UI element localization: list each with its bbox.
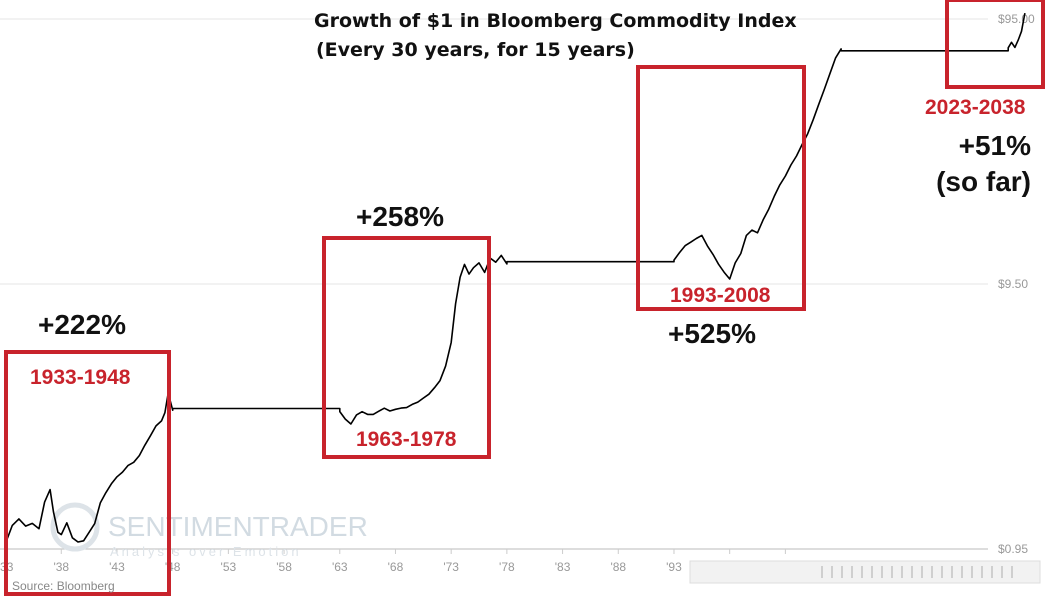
period-boxes: 1933-1948 +222% 1963-1978 +258% 1993-2008 +52… bbox=[4, 0, 1045, 596]
gain-label-2023: +51% bbox=[959, 130, 1031, 161]
x-tick-label: '68 bbox=[388, 560, 404, 574]
watermark-tagline: Analysis over Emotion bbox=[110, 544, 302, 559]
y-tick-label: $0.95 bbox=[998, 542, 1028, 556]
x-tick-label: '83 bbox=[555, 560, 571, 574]
gain-label-1963: +258% bbox=[356, 201, 444, 232]
x-tick-label: '73 bbox=[443, 560, 459, 574]
y-tick-label: $95.00 bbox=[998, 12, 1035, 26]
watermark-logo: SENTIMENTRADER Analysis over Emotion bbox=[50, 502, 368, 559]
gain-label-1993: +525% bbox=[668, 318, 756, 349]
chart-title: Growth of $1 in Bloomberg Commodity Inde… bbox=[314, 10, 797, 32]
watermark-name: SENTIMENTRADER bbox=[108, 511, 368, 542]
scrollbar-track[interactable] bbox=[689, 560, 1041, 584]
series-line-group bbox=[4, 12, 1026, 544]
period-label-2023: 2023-2038 bbox=[925, 96, 1026, 119]
x-tick-label: '53 bbox=[221, 560, 237, 574]
period-box-1993 bbox=[636, 65, 806, 311]
x-tick-label: '63 bbox=[332, 560, 348, 574]
series-line bbox=[4, 12, 1026, 544]
gridlines bbox=[0, 18, 988, 550]
x-tick-label: '88 bbox=[610, 560, 626, 574]
x-tick-label: '43 bbox=[109, 560, 125, 574]
y-axis: $0.95 $9.50 $95.00 bbox=[998, 12, 1035, 556]
gain-label-1933: +222% bbox=[38, 309, 126, 340]
period-label-1993: 1993-2008 bbox=[670, 284, 771, 307]
x-tick-label: '38 bbox=[53, 560, 69, 574]
period-box-1963 bbox=[322, 236, 491, 459]
chart-subtitle: (Every 30 years, for 15 years) bbox=[316, 39, 635, 61]
timeline-scrollbar[interactable] bbox=[689, 560, 1041, 584]
x-tick-label: '93 bbox=[666, 560, 682, 574]
y-tick-label: $9.50 bbox=[998, 277, 1028, 291]
period-label-1963: 1963-1978 bbox=[356, 428, 457, 451]
x-tick-label: '78 bbox=[499, 560, 515, 574]
x-tick-label: '58 bbox=[276, 560, 292, 574]
period-box-1933 bbox=[4, 350, 171, 596]
period-label-1933: 1933-1948 bbox=[30, 366, 131, 389]
scrollbar-grip[interactable] bbox=[821, 566, 1013, 578]
gain-note-2023: (so far) bbox=[936, 166, 1031, 197]
period-box-2023 bbox=[945, 0, 1045, 89]
source-note: Source: Bloomberg bbox=[12, 579, 115, 593]
watermark-icon bbox=[50, 502, 100, 552]
